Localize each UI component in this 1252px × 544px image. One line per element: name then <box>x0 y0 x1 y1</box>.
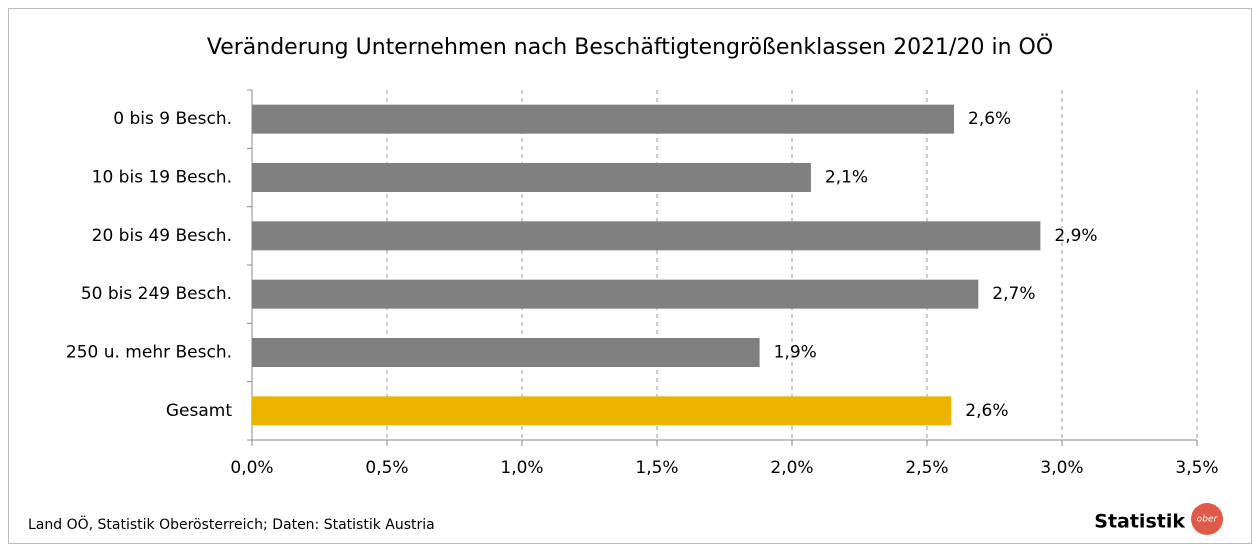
y-tick-label: 0 bis 9 Besch. <box>113 109 232 129</box>
data-label: 2,6% <box>968 109 1011 129</box>
bar <box>252 163 811 192</box>
bar <box>252 338 760 367</box>
x-tick-label: 0,5% <box>365 458 408 478</box>
logo: Statistik <box>1094 511 1185 533</box>
data-label: 2,1% <box>825 168 868 188</box>
data-label: 2,6% <box>965 401 1008 421</box>
x-tick-label: 3,0% <box>1040 458 1083 478</box>
bar <box>252 221 1041 251</box>
bar <box>252 104 954 134</box>
logo-badge <box>1191 503 1223 535</box>
y-tick-label: 250 u. mehr Besch. <box>66 343 232 363</box>
y-tick-label: 20 bis 49 Besch. <box>92 226 232 246</box>
logo-badge-text: ober <box>1197 515 1219 525</box>
bar <box>252 396 952 426</box>
x-tick-label: 0,0% <box>230 458 273 478</box>
y-tick-label: 10 bis 19 Besch. <box>92 168 232 188</box>
y-tick-label: 50 bis 249 Besch. <box>81 284 232 304</box>
x-tick-label: 1,0% <box>500 458 543 478</box>
x-tick-label: 2,5% <box>905 458 948 478</box>
x-tick-label: 1,5% <box>635 458 678 478</box>
x-tick-label: 3,5% <box>1175 458 1218 478</box>
data-label: 2,9% <box>1054 226 1097 246</box>
source: Land OÖ, Statistik Oberösterreich; Daten… <box>28 515 435 533</box>
bar <box>252 279 979 309</box>
data-label: 1,9% <box>774 343 817 363</box>
y-tick-label: Gesamt <box>166 401 232 421</box>
x-tick-label: 2,0% <box>770 458 813 478</box>
chart-title: Veränderung Unternehmen nach Beschäftigt… <box>207 34 1053 60</box>
data-label: 2,7% <box>992 284 1035 304</box>
